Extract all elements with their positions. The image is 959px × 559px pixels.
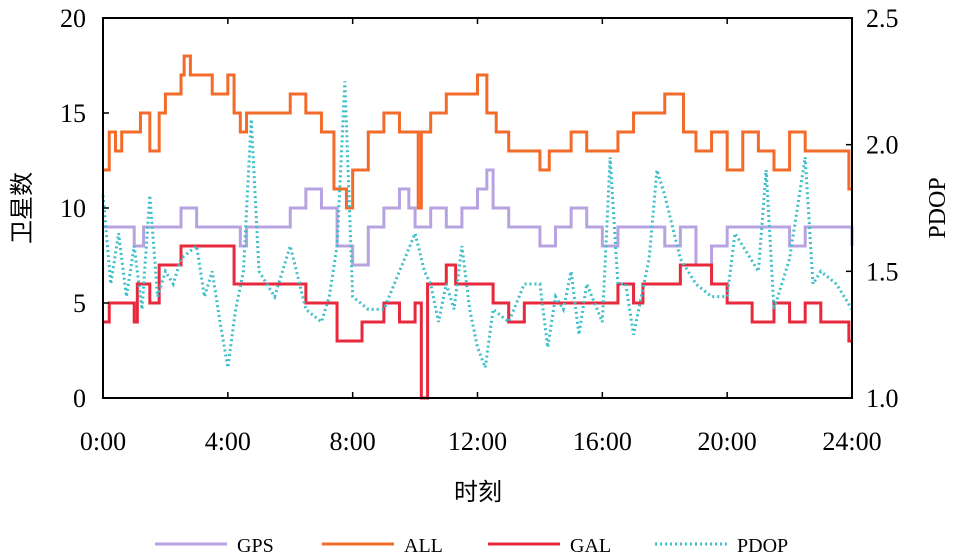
x-tick-label: 12:00 bbox=[448, 427, 507, 456]
x-tick-label: 24:00 bbox=[822, 427, 881, 456]
y-tick-label: 0 bbox=[73, 384, 86, 413]
y-tick-label: 5 bbox=[73, 289, 86, 318]
x-axis-label: 时刻 bbox=[454, 479, 502, 506]
x-tick-label: 20:00 bbox=[698, 427, 757, 456]
y2-tick-label: 1.5 bbox=[866, 257, 899, 286]
series-gal-line bbox=[103, 244, 852, 400]
legend-label-gps: GPS bbox=[237, 535, 274, 554]
y2-tick-label: 2.0 bbox=[866, 131, 899, 160]
y-tick-label: 10 bbox=[60, 194, 86, 223]
ticks-layer: 0:00 4:00 8:00 12:00 16:00 20:00 24:00 0 5 10 15 20… bbox=[60, 4, 899, 456]
legend: GPS ALL GAL PDOP bbox=[155, 535, 788, 557]
y-axis-label: 卫星数 bbox=[9, 172, 36, 244]
series-all-line bbox=[103, 54, 852, 210]
legend-label-gal: GAL bbox=[570, 535, 611, 554]
legend-label-all: ALL bbox=[404, 535, 443, 554]
y2-axis-label: PDOP bbox=[925, 177, 951, 238]
legend-label-pdop: PDOP bbox=[737, 535, 788, 554]
y-tick-label: 15 bbox=[60, 99, 86, 128]
series-gps-line bbox=[103, 168, 854, 267]
y-tick-label: 20 bbox=[60, 4, 86, 33]
x-tick-label: 16:00 bbox=[573, 427, 632, 456]
series-pdop-line bbox=[101, 81, 854, 369]
x-tick-label: 0:00 bbox=[80, 427, 126, 456]
x-tick-label: 8:00 bbox=[330, 427, 376, 456]
x-tick-label: 4:00 bbox=[205, 427, 251, 456]
y2-tick-label: 1.0 bbox=[866, 384, 899, 413]
series-layer bbox=[101, 54, 854, 400]
y2-tick-label: 2.5 bbox=[866, 4, 899, 33]
